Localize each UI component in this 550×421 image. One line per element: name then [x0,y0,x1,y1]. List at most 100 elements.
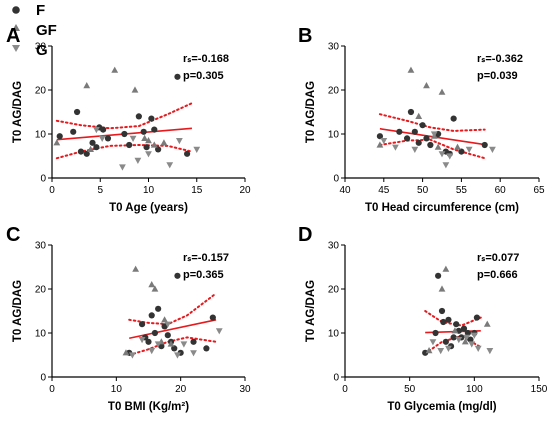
legend-marker-triangle-down [12,45,20,52]
point-f [445,316,452,323]
panel-a: A 0 10 20 30 0 5 10 15 20 T0 Age (years) T0 AG/DAG r… [6,25,251,214]
y-tick-label: 10 [35,329,47,340]
point-gf [53,139,61,146]
x-axis-title: T0 Glycemia (mg/dl) [387,401,496,413]
point-gf [111,66,119,73]
point-g [411,146,419,153]
point-g [215,328,223,335]
point-g [455,337,463,344]
point-gf [161,316,168,323]
x-tick-label: 60 [495,185,507,196]
point-f [184,150,191,157]
point-gf [122,349,130,356]
y-tick-label: 30 [328,241,340,252]
point-f [70,128,77,135]
ci-upper-line [424,310,482,327]
point-g [166,162,174,169]
point-f [190,338,197,345]
point-f [135,113,142,120]
point-f [93,144,100,151]
point-f [73,108,81,116]
point-g [164,321,172,328]
point-f [171,345,178,352]
point-f [174,73,181,80]
point-f [89,139,96,146]
point-gf [425,347,433,354]
point-g [180,341,188,348]
point-g [430,131,438,138]
point-f [161,323,168,330]
point-g [445,345,452,352]
y-tick-label: 30 [328,42,340,53]
y-tick-label: 0 [40,373,46,384]
x-axis-title: T0 Head circumference (cm) [365,202,519,214]
point-gf [438,88,446,95]
point-gf [160,139,168,146]
stat-p: p=0.666 [477,269,518,281]
point-g [489,146,496,153]
legend: F GF G [12,2,57,59]
panels: A 0 10 20 30 0 5 10 15 20 T0 Age (years) T0 AG/DAG r… [6,25,548,413]
y-tick-label: 10 [35,130,47,141]
point-f [403,135,411,142]
point-f [442,338,449,345]
point-g [154,341,162,348]
ci-lower-line [128,336,218,356]
point-g [134,157,142,164]
x-tick-label: 50 [417,185,429,196]
point-f [100,126,107,133]
point-f [415,139,422,146]
point-g [148,348,156,355]
point-f [481,141,488,149]
point-g [175,138,183,145]
point-g [129,352,136,359]
x-tick-label: 0 [49,384,55,395]
point-f [427,141,434,149]
point-g [174,352,181,359]
point-g [129,135,137,142]
point-f [148,115,155,122]
point-gf [376,141,384,148]
panel-d: D 0 10 20 30 0 50 100 150 T0 Glycemia (mg/dl) T0 A… [298,224,548,413]
point-f [203,345,210,352]
point-gf [483,320,491,327]
x-tick-label: 65 [533,185,545,196]
y-axis-title: T0 AG/DAG [305,81,317,143]
x-tick-label: 45 [378,185,390,196]
point-g [190,350,197,357]
x-tick-label: 10 [143,185,155,196]
point-g [380,138,388,145]
point-f [407,108,415,116]
y-tick-label: 30 [35,42,47,53]
point-f [411,128,418,135]
stat-rs: rₛ=-0.157 [183,252,229,264]
y-tick-label: 0 [333,174,339,185]
legend-label-g: G [36,42,48,59]
y-axis-title: T0 AG/DAG [12,280,24,342]
point-g [193,146,201,153]
point-f [56,133,63,140]
point-f [77,148,85,155]
x-tick-label: 0 [49,185,55,196]
point-f [473,314,481,321]
point-f [155,305,162,312]
panel-letter: D [298,224,312,246]
stat-rs: rₛ=-0.362 [477,53,523,65]
point-g [138,337,146,344]
x-tick-label: 15 [191,185,203,196]
point-gf [407,66,415,73]
panel-b: B 0 10 20 30 40 45 50 55 60 65 T0 Head circumferenc… [298,25,545,214]
point-f [423,135,430,142]
point-g [442,162,450,169]
y-tick-label: 0 [40,174,46,185]
y-axis-title: T0 AG/DAG [305,280,317,342]
x-tick-label: 20 [175,384,187,395]
y-tick-label: 20 [35,285,47,296]
ci-lower-line [55,143,193,160]
point-g [429,339,437,346]
point-gf [454,143,461,150]
point-f [83,150,90,157]
point-f [453,321,460,328]
point-f [440,318,447,326]
